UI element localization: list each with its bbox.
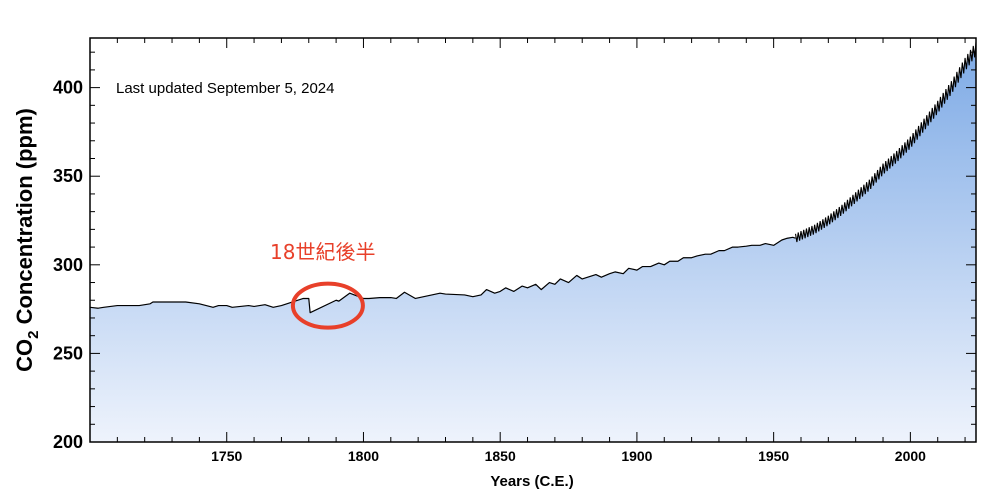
x-tick-label: 1850	[485, 448, 516, 464]
y-axis-title-prefix: CO	[12, 339, 37, 372]
co2-area-fill	[90, 48, 976, 442]
y-axis-title-subscript: 2	[25, 331, 42, 339]
chart-note: Last updated September 5, 2024	[116, 80, 335, 97]
y-axis-title: CO2 Concentration (ppm)	[12, 108, 42, 372]
axis-tick-labels: 1750 1800 1850 1900 1950 2000 200 250 300 350 400	[53, 78, 926, 464]
x-tick-label: 1800	[348, 448, 379, 464]
co2-seasonal-cycle-line	[794, 41, 976, 243]
plot-frame	[89, 37, 977, 443]
y-tick-label: 300	[53, 255, 83, 275]
annotation: 18世紀後半	[270, 240, 375, 330]
y-tick-label: 200	[53, 432, 83, 452]
co2-series-line	[90, 236, 796, 314]
y-tick-label: 400	[53, 78, 83, 98]
annotation-label: 18世紀後半	[270, 240, 375, 264]
axis-ticks	[90, 38, 976, 443]
x-tick-label: 1950	[758, 448, 789, 464]
x-tick-label: 1900	[621, 448, 652, 464]
annotation-circle	[290, 281, 365, 330]
y-axis-title-suffix: Concentration (ppm)	[12, 108, 37, 330]
x-tick-label: 2000	[895, 448, 926, 464]
x-tick-label: 1750	[211, 448, 242, 464]
x-axis-title: Years (C.E.)	[490, 473, 573, 490]
y-tick-label: 250	[53, 343, 83, 363]
y-tick-label: 350	[53, 166, 83, 186]
